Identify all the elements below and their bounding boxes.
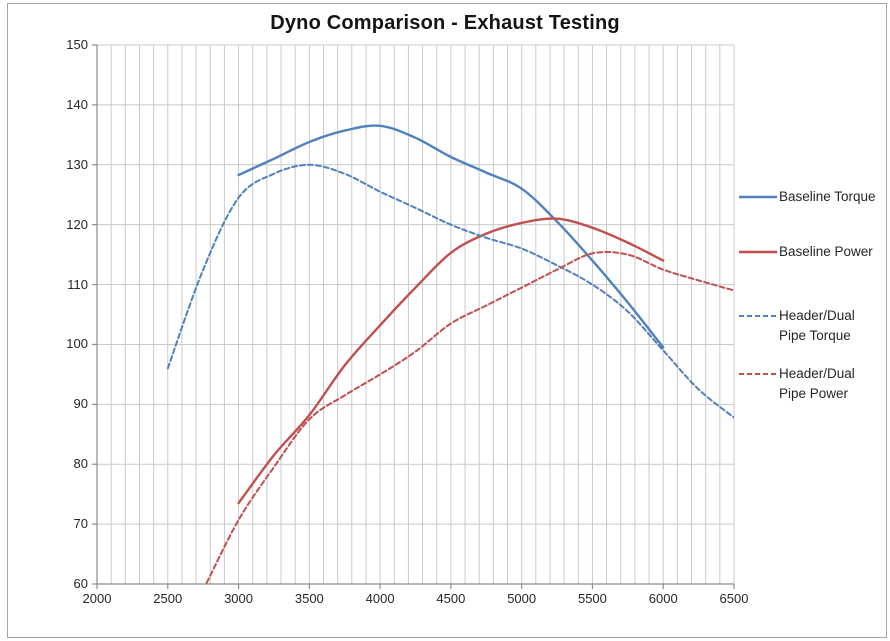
plot-area	[92, 44, 735, 589]
y-axis-tick-label: 130	[66, 156, 88, 172]
x-axis-tick-label: 5500	[577, 591, 607, 606]
x-axis-tick-label: 6500	[719, 591, 749, 606]
x-axis-tick-label: 4500	[436, 591, 466, 606]
series-line-baseline-torque	[237, 124, 665, 349]
legend-item-label: Baseline Power	[779, 244, 873, 259]
x-axis-tick-label: 3000	[224, 591, 253, 606]
y-axis-tick-label: 120	[66, 216, 88, 232]
y-axis-tick-label: 80	[73, 456, 88, 472]
y-axis-tick-label: 110	[67, 276, 88, 292]
legend-dashed-line-swatch	[739, 373, 777, 375]
y-axis-tick-label: 100	[66, 336, 88, 352]
legend-item-label: Baseline Torque	[779, 189, 876, 204]
x-axis-tick-label: 3500	[294, 591, 324, 606]
y-axis-tick-label: 70	[73, 516, 88, 532]
series-line-header-dual-pipe-torque	[166, 163, 734, 419]
y-axis-tick-label: 60	[73, 576, 88, 591]
legend-item: Baseline Torque	[739, 187, 883, 207]
y-axis-tick-label: 150	[66, 37, 88, 52]
legend-item-label: Header/Dual Pipe Torque	[779, 308, 855, 343]
x-axis-tick-label: 2500	[153, 591, 183, 606]
legend-item: Baseline Power	[739, 242, 883, 262]
y-axis-tick-label: 140	[66, 96, 88, 112]
x-axis-tick-label: 2000	[82, 591, 112, 606]
x-axis-tick-label: 5000	[507, 591, 537, 606]
series-line-header-dual-pipe-power	[205, 250, 734, 584]
chart-title: Dyno Comparison - Exhaust Testing	[270, 12, 620, 34]
legend-solid-line-swatch	[739, 195, 777, 199]
x-axis-tick-label: 6000	[648, 591, 678, 606]
y-axis-tick-label: 90	[73, 396, 88, 412]
legend-solid-line-swatch	[739, 250, 777, 254]
legend-item: Header/Dual Pipe Power	[739, 364, 883, 404]
x-axis-tick-label: 4000	[365, 591, 395, 606]
legend-item: Header/Dual Pipe Torque	[739, 306, 883, 346]
legend-item-label: Header/Dual Pipe Power	[779, 366, 855, 401]
legend-dashed-line-swatch	[739, 315, 777, 317]
series-line-baseline-power	[237, 217, 665, 505]
